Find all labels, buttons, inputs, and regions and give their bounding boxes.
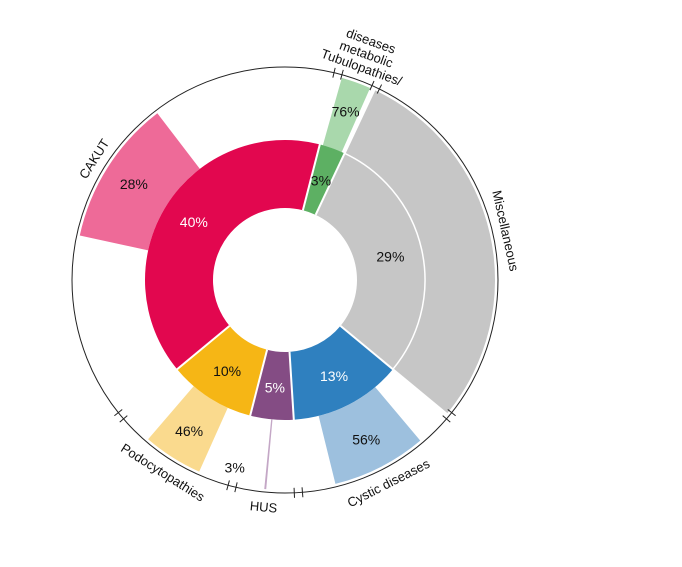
- outer-label-hus: 3%: [225, 459, 245, 475]
- outer-label-podocytopathies: 46%: [175, 423, 203, 439]
- inner-label-tubulopathies-metabolic-diseases: 3%: [311, 172, 331, 188]
- outer-label-tubulopathies-metabolic-diseases: 76%: [332, 104, 360, 120]
- category-name-miscellaneous: Miscellaneous: [489, 189, 522, 273]
- inner-label-cakut: 40%: [180, 214, 208, 230]
- boundary-tick: [448, 409, 456, 415]
- boundary-tick: [302, 487, 303, 497]
- category-name-hus: HUS: [249, 498, 278, 516]
- category-name-line: Miscellaneous: [489, 189, 522, 273]
- outer-label-cystic-diseases: 56%: [352, 431, 380, 447]
- outer-label-cakut: 28%: [120, 176, 148, 192]
- boundary-tick: [370, 81, 374, 90]
- inner-label-cystic-diseases: 13%: [320, 368, 348, 384]
- outer-wedge-hus: [264, 419, 272, 489]
- boundary-tick: [377, 85, 381, 94]
- inner-label-hus: 5%: [265, 380, 285, 396]
- inner-label-miscellaneous: 29%: [376, 248, 404, 264]
- boundary-tick: [114, 409, 122, 415]
- inner-label-podocytopathies: 10%: [213, 363, 241, 379]
- category-name-line: HUS: [249, 498, 278, 516]
